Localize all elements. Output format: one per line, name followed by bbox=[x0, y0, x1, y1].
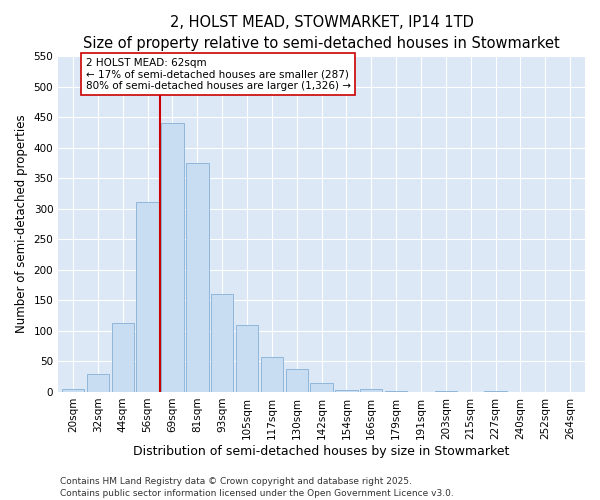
Text: Contains HM Land Registry data © Crown copyright and database right 2025.
Contai: Contains HM Land Registry data © Crown c… bbox=[60, 476, 454, 498]
Bar bbox=[62, 389, 84, 392]
Bar bbox=[211, 294, 233, 392]
X-axis label: Distribution of semi-detached houses by size in Stowmarket: Distribution of semi-detached houses by … bbox=[133, 444, 510, 458]
Bar bbox=[434, 390, 457, 392]
Bar bbox=[186, 163, 209, 392]
Bar bbox=[87, 374, 109, 392]
Bar bbox=[335, 390, 358, 392]
Bar bbox=[112, 323, 134, 392]
Bar bbox=[136, 202, 159, 392]
Bar bbox=[260, 357, 283, 392]
Bar bbox=[236, 325, 258, 392]
Bar bbox=[360, 389, 382, 392]
Text: 2 HOLST MEAD: 62sqm
← 17% of semi-detached houses are smaller (287)
80% of semi-: 2 HOLST MEAD: 62sqm ← 17% of semi-detach… bbox=[86, 58, 350, 91]
Y-axis label: Number of semi-detached properties: Number of semi-detached properties bbox=[15, 115, 28, 334]
Bar bbox=[286, 369, 308, 392]
Title: 2, HOLST MEAD, STOWMARKET, IP14 1TD
Size of property relative to semi-detached h: 2, HOLST MEAD, STOWMARKET, IP14 1TD Size… bbox=[83, 15, 560, 51]
Bar bbox=[310, 383, 333, 392]
Bar bbox=[161, 124, 184, 392]
